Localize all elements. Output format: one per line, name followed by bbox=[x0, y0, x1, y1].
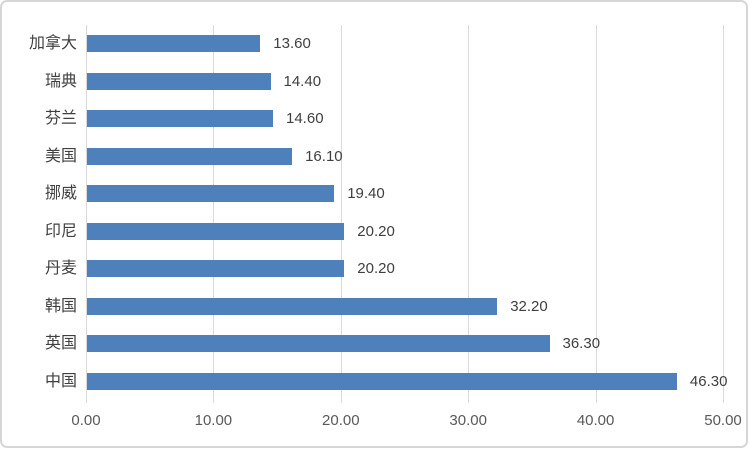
bar bbox=[87, 335, 550, 352]
value-label: 20.20 bbox=[357, 222, 395, 240]
category-label: 美国 bbox=[44, 147, 77, 165]
value-label: 46.30 bbox=[689, 372, 728, 390]
x-axis-tick-label: 40.00 bbox=[576, 412, 615, 429]
bar-row: 挪威 19.40 bbox=[45, 175, 723, 213]
bar bbox=[87, 222, 345, 240]
gridline bbox=[213, 25, 215, 403]
bar bbox=[87, 185, 335, 202]
y-axis-line bbox=[86, 25, 87, 403]
bar-row: 中国 46.30 bbox=[45, 363, 727, 401]
x-axis-tick-label: 10.00 bbox=[194, 412, 233, 429]
gridline bbox=[468, 25, 470, 403]
category-label: 中国 bbox=[44, 372, 77, 390]
x-axis-tick-label: 20.00 bbox=[322, 412, 360, 429]
bar-row: 丹麦 20.20 bbox=[45, 250, 723, 288]
value-label: 36.30 bbox=[562, 335, 601, 352]
value-label: 16.10 bbox=[305, 147, 343, 165]
category-label: 英国 bbox=[44, 335, 77, 352]
category-label: 加拿大 bbox=[28, 35, 77, 52]
value-label: 32.20 bbox=[510, 297, 548, 315]
x-axis-tick-label: 50.00 bbox=[704, 412, 742, 429]
category-label: 韩国 bbox=[44, 297, 77, 315]
bar-row: 韩国 32.20 bbox=[45, 288, 723, 326]
category-label: 瑞典 bbox=[44, 72, 77, 90]
category-label: 丹麦 bbox=[44, 260, 77, 277]
x-axis-tick-label: 0.00 bbox=[71, 412, 101, 429]
bar bbox=[87, 110, 273, 127]
bar bbox=[87, 35, 261, 52]
bar bbox=[87, 72, 271, 90]
bar-row: 瑞典 14.40 bbox=[45, 63, 723, 101]
bar-row: 芬兰 14.60 bbox=[45, 100, 723, 138]
value-label: 14.40 bbox=[283, 72, 322, 90]
category-label: 芬兰 bbox=[44, 110, 77, 127]
bar bbox=[87, 147, 293, 165]
category-label: 印尼 bbox=[44, 222, 77, 240]
x-axis-tick-label: 30.00 bbox=[449, 412, 487, 429]
bar-row: 英国 36.30 bbox=[45, 325, 723, 363]
plot-area: 0.00 10.00 20.00 30.00 40.00 50.00 加拿大 13.60 瑞典 1… bbox=[29, 25, 742, 429]
category-label: 挪威 bbox=[44, 185, 77, 202]
bar-row: 印尼 20.20 bbox=[45, 213, 723, 251]
value-label: 20.20 bbox=[357, 260, 395, 277]
value-label: 13.60 bbox=[273, 35, 311, 52]
value-label: 14.60 bbox=[286, 110, 324, 127]
gridline bbox=[340, 25, 342, 403]
value-label: 19.40 bbox=[347, 185, 385, 202]
gridline bbox=[723, 25, 724, 403]
bar bbox=[87, 372, 677, 390]
bar-row: 美国 16.10 bbox=[45, 138, 723, 176]
bar bbox=[87, 260, 345, 277]
gridline bbox=[595, 25, 597, 403]
bar bbox=[87, 297, 498, 315]
bar-row: 加拿大 13.60 bbox=[29, 25, 723, 63]
